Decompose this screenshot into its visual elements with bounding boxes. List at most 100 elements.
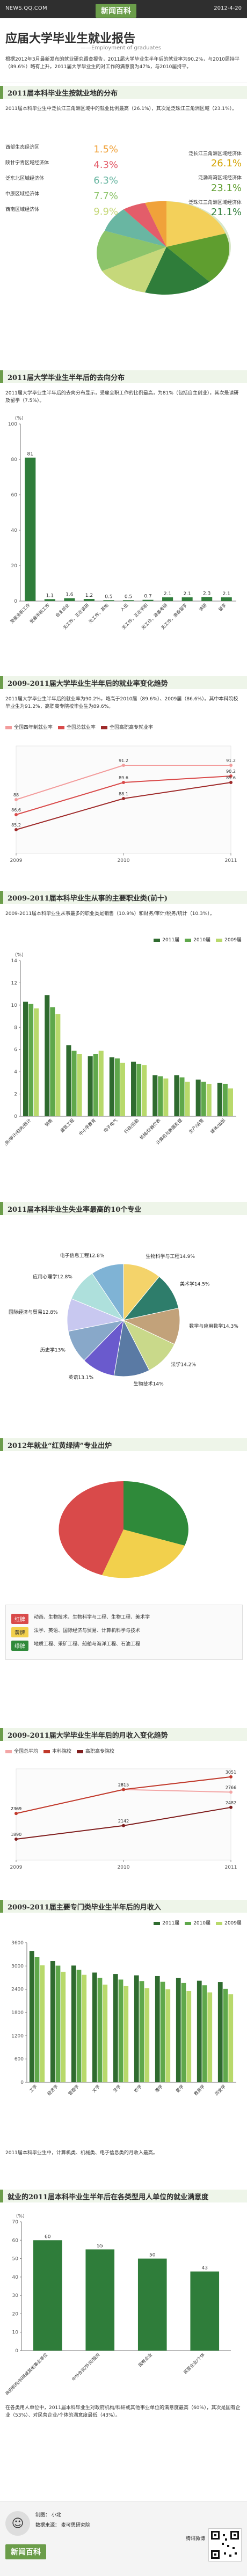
slice-label: 生物科学与工程14.9%	[146, 1253, 195, 1260]
intro-text: 根据2012年3月最新发布的就业研究调查报告，2011届大学毕业生半年后的就业率…	[5, 57, 240, 70]
x-tick-label: 无工作，其他	[88, 602, 110, 624]
section-income-trend: 2009-2011届大学毕业生半年后的月收入变化趋势 全国总平均 本科院校 高职…	[0, 1728, 247, 1889]
y-tick-label: 40	[11, 528, 18, 533]
x-tick-label: 农学	[133, 2083, 143, 2093]
section-note: 2011届大学毕业生半年后的就业率为90.2%，略高于2010届（89.6%）、…	[5, 697, 238, 710]
bar	[55, 1965, 61, 2082]
x-tick-label: 政府机构/科研或其他事业单位	[5, 2352, 48, 2396]
x-tick-label: 医学	[175, 2083, 185, 2093]
y-tick-label: 3000	[11, 1964, 24, 1969]
rgb-text-red: 动画、生物技术、生物科学与工程、生物工程、美术学	[34, 1615, 150, 1620]
rgb-badge-green: 绿牌	[11, 1641, 28, 1651]
title-block: 应届大学毕业生就业报告 ——Employment of graduates 根据…	[0, 18, 247, 83]
x-tick-label: 文学	[91, 2083, 101, 2093]
section-top-occupations: 2009-2011届本科毕业生从事的主要职业类(前十) 2009-2011届本科…	[0, 891, 247, 1191]
bar	[163, 1078, 169, 1116]
page-subtitle: ——Employment of graduates	[81, 45, 162, 51]
rgb-badge-red: 红牌	[11, 1614, 28, 1624]
x-tick-label: 2009	[10, 1865, 23, 1870]
site-label: NEWS.QQ.COM	[5, 5, 47, 11]
bar	[55, 1014, 61, 1116]
x-tick-label: 媒体/出版	[209, 1117, 227, 1135]
source-label: 数据来源：	[35, 2523, 60, 2528]
employment-legend-row: 全国四年制就业率 全国总就业率 全国高职高专就业率	[5, 723, 153, 730]
bar	[144, 1988, 150, 2082]
bar	[113, 1974, 118, 2082]
data-point	[14, 798, 18, 801]
location-label: 泛长江三角洲区域经济体	[188, 151, 242, 157]
destinations-chart-wrap: (%) 0 20 40 60 80 100 81 受雇全职工作 1.1 受雇半职工作 1.6 自主创业 1…	[5, 413, 242, 662]
bar	[185, 1081, 190, 1116]
slice-label: 美术学14.5%	[180, 1281, 210, 1287]
bar	[66, 1045, 71, 1116]
data-label: 2369	[11, 1806, 21, 1811]
bar	[109, 1057, 114, 1116]
legend-item-1: 全国四年制就业率	[5, 723, 53, 730]
category-chart: 0 600 1200 1800 2400 3000 3600 工学 经济学 管理学 文学 法学 农学 理学…	[11, 1941, 236, 2096]
bar	[186, 1990, 192, 2082]
income-chart-wrap: 2009 2010 2011 2369 2815 2766 2369 2815 3051 1890…	[5, 1758, 242, 1878]
location-value: 9.9%	[93, 206, 118, 217]
data-label: 1.2	[85, 593, 93, 598]
y-tick-label: 2	[14, 1092, 17, 1097]
section-income-by-category: 2009-2011届主要专门类毕业生半年后的月收入 2011届 2010届 20…	[0, 1900, 247, 2179]
rgb-text-yellow: 法学、英语、国际经济与贸易、计算机科学与技术	[34, 1628, 141, 1634]
x-tick-label: 销售	[43, 1117, 53, 1127]
y-tick-label: 6	[14, 1048, 17, 1053]
x-tick-label: 2009	[10, 858, 23, 863]
bar	[61, 1972, 66, 2082]
bar	[221, 597, 232, 601]
x-tick-label: 机械/仪器仪表	[139, 1117, 162, 1140]
y-tick-label: 50	[12, 2257, 19, 2262]
footer: ☺ 制图： 小北 数据来源： 麦可思研究院 新闻百科 腾讯微博	[0, 2501, 247, 2576]
pie-slice	[122, 1319, 175, 1371]
x-tick-label: 国有企业	[137, 2352, 153, 2368]
y-tick-label: 40	[12, 2275, 19, 2280]
bar	[197, 1980, 202, 2082]
satisfaction-chart-wrap: (%) 0 10 20 30 40 50 60 70 60 政府机构/科研或其他事业单位 55 中外合资…	[4, 2211, 242, 2401]
location-value: 26.1%	[210, 158, 242, 170]
slice-label: 历史学13%	[40, 1347, 66, 1353]
slice-label: 数学与应用数学14.3%	[189, 1323, 238, 1329]
bar	[174, 1075, 179, 1116]
data-label: 55	[97, 2243, 103, 2249]
bar	[50, 1961, 55, 2082]
y-tick-label: 1800	[11, 2010, 24, 2016]
section-unemployment-majors: 2011届本科毕业生失业率最高的10个专业 生物科学与工程14.9% 美术学14.…	[0, 1202, 247, 1428]
slice-label: 英语13.1%	[68, 1374, 93, 1381]
x-tick-label: 中外合资/外资/独资	[71, 2352, 101, 2382]
y-tick-label: 0	[14, 599, 17, 604]
bar	[25, 457, 36, 601]
y-tick-label: 30	[12, 2293, 19, 2299]
bar	[34, 1008, 39, 1116]
qr-code-svg	[209, 2529, 241, 2561]
bar	[155, 1975, 160, 2082]
section-header: 2012年就业“红黄绿牌”专业出炉	[0, 1438, 247, 1451]
section-note: 2011届大学毕业生半年后的去向分布显示，受雇全职工作的比例最高，为81%（包括…	[5, 391, 239, 404]
bar	[45, 995, 50, 1116]
data-label: 43	[202, 2266, 208, 2271]
avatar-face-icon: ☺	[11, 2516, 24, 2530]
credits: 制图： 小北 数据来源： 麦可思研究院	[35, 2511, 90, 2528]
section-title: 2009-2011届主要专门类毕业生半年后的月收入	[8, 1903, 161, 1912]
data-label: 85.2	[11, 823, 21, 828]
data-label: 2142	[118, 1819, 129, 1824]
bar	[201, 597, 213, 601]
pie-slice	[122, 1276, 179, 1321]
location-labels: 西部生态经济区 1.5% 陕甘宁青区域经济体 4.3% 泛东北区域经济体 6.3…	[5, 140, 118, 222]
source-row: 数据来源： 麦可思研究院	[35, 2521, 90, 2528]
pie-slice	[91, 1263, 124, 1321]
bar	[34, 1957, 40, 2082]
data-point	[229, 1790, 233, 1794]
bar	[195, 1079, 201, 1116]
pie-slice	[122, 1307, 180, 1345]
author-name: 小北	[51, 2513, 61, 2518]
location-value: 7.7%	[93, 191, 118, 202]
data-label: 2369	[11, 1806, 21, 1811]
x-tick-label: 理学	[154, 2083, 164, 2093]
slice-label: 国际经济与贸易12.8%	[9, 1309, 58, 1315]
x-tick-label: 法学	[112, 2083, 122, 2093]
section-employment-trend: 2009-2011届大学毕业生半年后的就业率变化趋势 2011届大学毕业生半年后…	[0, 676, 247, 880]
data-point	[122, 797, 125, 800]
section-title: 2012年就业“红黄绿牌”专业出炉	[8, 1441, 112, 1450]
